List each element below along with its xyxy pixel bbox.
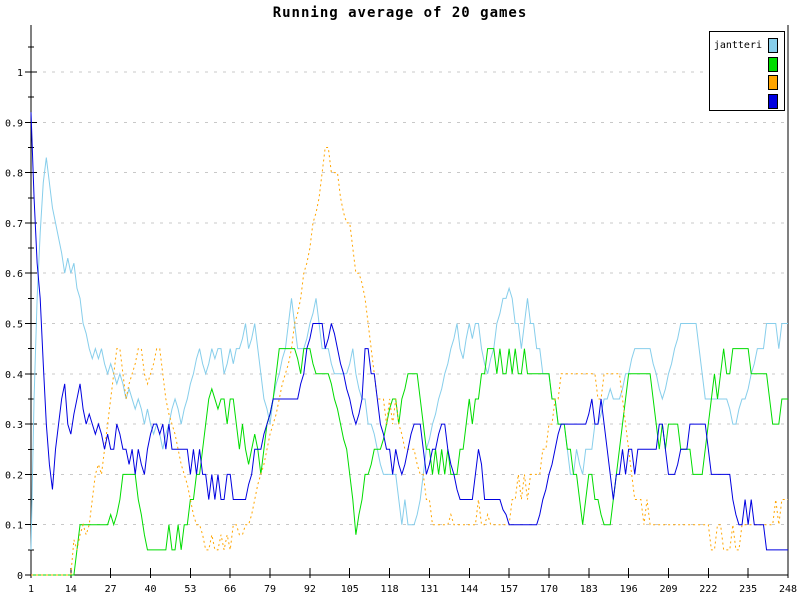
legend-entry [710,57,784,72]
y-tick-label: 0.1 [5,521,23,532]
x-tick-label: 196 [620,584,638,595]
y-tick-label: 0.2 [5,470,23,481]
x-tick-label: 144 [460,584,478,595]
legend: jantteri [709,31,785,111]
legend-entry [710,75,784,90]
y-tick-label: 0.9 [5,118,23,129]
x-tick-label: 27 [105,584,117,595]
legend-swatch [768,38,778,53]
y-tick-label: 1 [17,68,23,79]
legend-entry: jantteri [710,38,784,53]
legend-swatch [768,94,778,109]
y-tick-label: 0.6 [5,269,23,280]
x-tick-label: 157 [500,584,518,595]
x-tick-label: 79 [264,584,276,595]
series-line-series2 [31,348,788,576]
x-tick-label: 170 [540,584,558,595]
y-tick-label: 0 [17,571,23,582]
legend-swatch [768,57,778,72]
y-tick-label: 0.3 [5,420,23,431]
chart-title: Running average of 20 games [272,5,528,21]
y-tick-label: 0.8 [5,169,23,180]
series-line-series4 [30,112,788,551]
y-tick-label: 0.5 [5,320,23,331]
y-tick-label: 0.4 [5,370,23,381]
x-tick-label: 92 [304,584,316,595]
x-tick-label: 248 [779,584,797,595]
legend-entry [710,94,784,109]
x-tick-label: 66 [224,584,236,595]
series-line-jantteri [30,157,788,550]
x-tick-label: 222 [699,584,717,595]
x-tick-label: 1 [28,584,34,595]
legend-label: jantteri [713,40,762,51]
x-tick-label: 131 [420,584,438,595]
x-tick-label: 183 [580,584,598,595]
x-tick-label: 209 [659,584,677,595]
x-tick-label: 53 [184,584,196,595]
x-tick-label: 40 [145,584,157,595]
x-tick-label: 14 [65,584,77,595]
legend-swatch [768,75,778,90]
x-tick-label: 235 [739,584,757,595]
series-line-series3 [31,146,788,576]
plot-frame [30,25,789,576]
x-tick-label: 118 [381,584,399,595]
x-tick-label: 105 [341,584,359,595]
y-tick-label: 0.7 [5,219,23,230]
